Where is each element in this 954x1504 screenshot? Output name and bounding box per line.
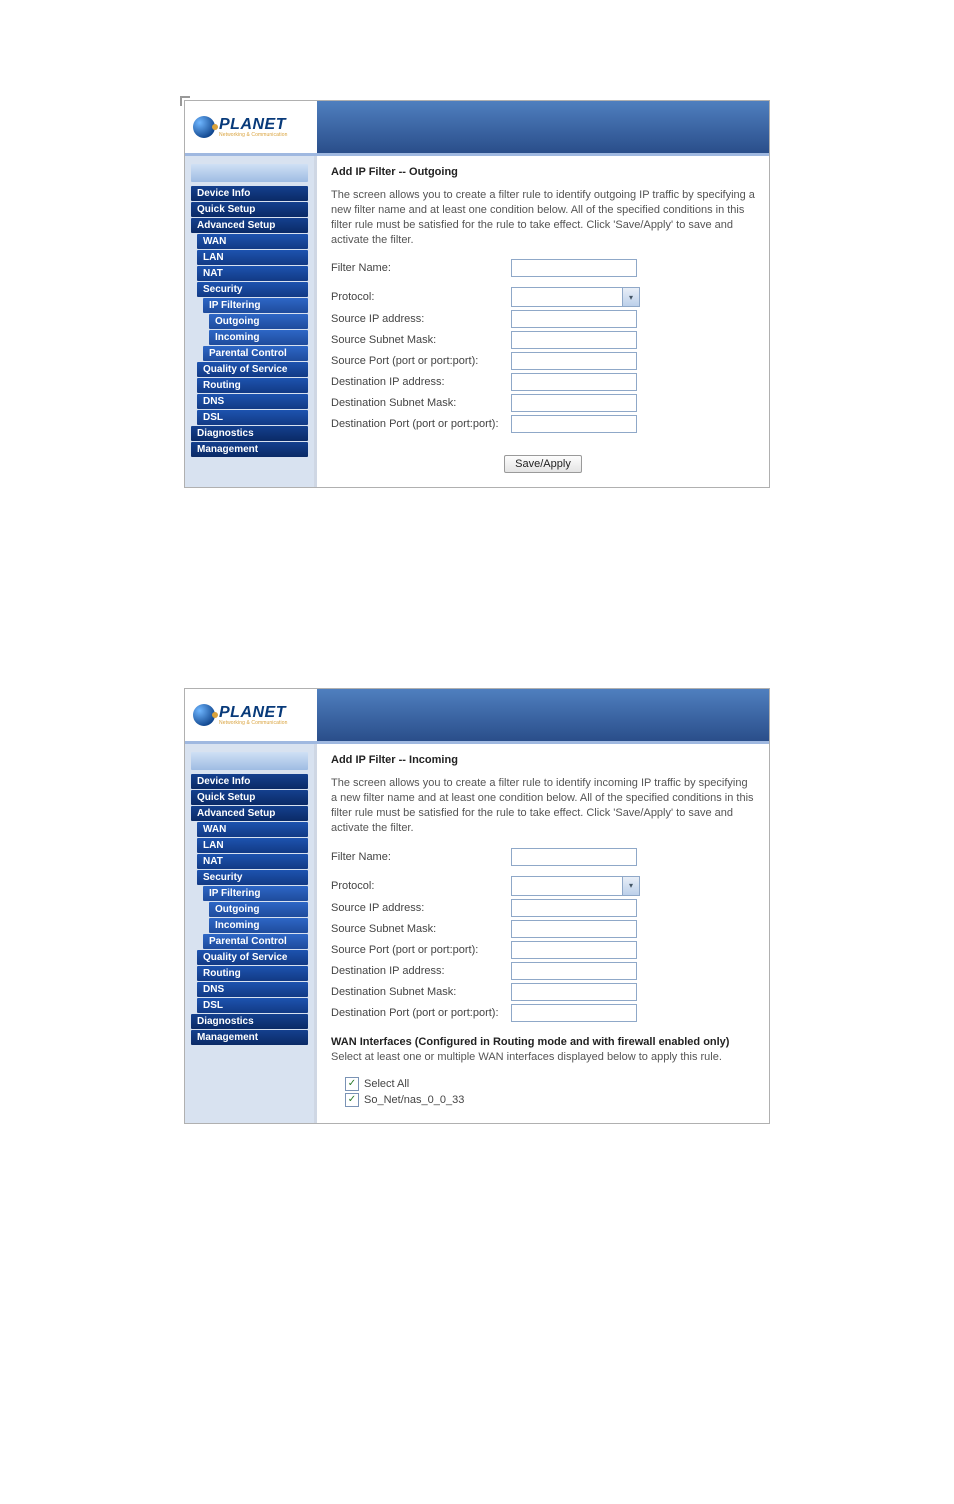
nav-security[interactable]: Security xyxy=(197,870,308,885)
nav-routing[interactable]: Routing xyxy=(197,378,308,393)
select-protocol[interactable] xyxy=(511,287,623,307)
wan-interfaces-sub: Select at least one or multiple WAN inte… xyxy=(331,1050,755,1065)
nav-ip-filtering[interactable]: IP Filtering xyxy=(203,886,308,901)
label-src-mask: Source Subnet Mask: xyxy=(331,334,511,346)
screenshot-incoming: PLANET Networking & Communication Device… xyxy=(184,688,770,1123)
nav-advanced-setup[interactable]: Advanced Setup xyxy=(191,218,308,233)
label-src-mask: Source Subnet Mask: xyxy=(331,923,511,935)
checkbox-select-all[interactable]: ✓ xyxy=(345,1077,359,1091)
nav-qos[interactable]: Quality of Service xyxy=(197,362,308,377)
label-src-ip: Source IP address: xyxy=(331,902,511,914)
logo: PLANET Networking & Communication xyxy=(185,689,317,741)
chevron-down-icon[interactable]: ▾ xyxy=(623,876,640,896)
nav-security[interactable]: Security xyxy=(197,282,308,297)
label-filter-name: Filter Name: xyxy=(331,262,511,274)
checkbox-interface[interactable]: ✓ xyxy=(345,1093,359,1107)
nav-advanced-setup[interactable]: Advanced Setup xyxy=(191,806,308,821)
label-src-ip: Source IP address: xyxy=(331,313,511,325)
input-src-mask[interactable] xyxy=(511,331,637,349)
nav-routing[interactable]: Routing xyxy=(197,966,308,981)
nav-qos[interactable]: Quality of Service xyxy=(197,950,308,965)
nav-management[interactable]: Management xyxy=(191,1030,308,1045)
nav-incoming[interactable]: Incoming xyxy=(209,918,308,933)
content-outgoing: Add IP Filter -- Outgoing The screen all… xyxy=(317,156,769,487)
input-dst-ip[interactable] xyxy=(511,962,637,980)
label-filter-name: Filter Name: xyxy=(331,851,511,863)
nav-dsl[interactable]: DSL xyxy=(197,998,308,1013)
nav-dns[interactable]: DNS xyxy=(197,394,308,409)
input-dst-ip[interactable] xyxy=(511,373,637,391)
nav-diagnostics[interactable]: Diagnostics xyxy=(191,426,308,441)
label-dst-mask: Destination Subnet Mask: xyxy=(331,397,511,409)
select-protocol[interactable] xyxy=(511,876,623,896)
label-dst-mask: Destination Subnet Mask: xyxy=(331,986,511,998)
logo-sub-text: Networking & Communication xyxy=(219,721,287,726)
input-filter-name[interactable] xyxy=(511,848,637,866)
nav-lan[interactable]: LAN xyxy=(197,838,308,853)
checkbox-select-all-label: Select All xyxy=(364,1078,409,1090)
input-src-mask[interactable] xyxy=(511,920,637,938)
label-protocol: Protocol: xyxy=(331,880,511,892)
input-src-port[interactable] xyxy=(511,941,637,959)
logo-sub-text: Networking & Communication xyxy=(219,133,287,138)
page-title: Add IP Filter -- Outgoing xyxy=(331,166,755,178)
sidebar: Device Info Quick Setup Advanced Setup W… xyxy=(185,744,317,1122)
nav-device-info[interactable]: Device Info xyxy=(191,186,308,201)
input-dst-port[interactable] xyxy=(511,1004,637,1022)
logo: PLANET Networking & Communication xyxy=(185,101,317,153)
checkbox-interface-label: So_Net/nas_0_0_33 xyxy=(364,1094,464,1106)
nav-incoming[interactable]: Incoming xyxy=(209,330,308,345)
nav-parental-control[interactable]: Parental Control xyxy=(203,346,308,361)
page-description: The screen allows you to create a filter… xyxy=(331,188,755,247)
sidebar-spacer xyxy=(191,752,308,770)
nav-wan[interactable]: WAN xyxy=(197,822,308,837)
nav-wan[interactable]: WAN xyxy=(197,234,308,249)
nav-management[interactable]: Management xyxy=(191,442,308,457)
nav-nat[interactable]: NAT xyxy=(197,266,308,281)
label-protocol: Protocol: xyxy=(331,291,511,303)
sidebar-spacer xyxy=(191,164,308,182)
logo-main-text: PLANET xyxy=(219,117,287,133)
nav-device-info[interactable]: Device Info xyxy=(191,774,308,789)
screenshot-outgoing: PLANET Networking & Communication Device… xyxy=(184,100,770,488)
nav-lan[interactable]: LAN xyxy=(197,250,308,265)
content-incoming: Add IP Filter -- Incoming The screen all… xyxy=(317,744,769,1122)
label-dst-port: Destination Port (port or port:port): xyxy=(331,1007,511,1019)
page-title: Add IP Filter -- Incoming xyxy=(331,754,755,766)
logo-globe-icon xyxy=(193,116,215,138)
nav-ip-filtering[interactable]: IP Filtering xyxy=(203,298,308,313)
nav-quick-setup[interactable]: Quick Setup xyxy=(191,790,308,805)
input-src-port[interactable] xyxy=(511,352,637,370)
label-dst-port: Destination Port (port or port:port): xyxy=(331,418,511,430)
nav-outgoing[interactable]: Outgoing xyxy=(209,314,308,329)
logo-globe-icon xyxy=(193,704,215,726)
logo-main-text: PLANET xyxy=(219,705,287,721)
label-src-port: Source Port (port or port:port): xyxy=(331,944,511,956)
save-apply-button[interactable]: Save/Apply xyxy=(504,455,582,473)
label-dst-ip: Destination IP address: xyxy=(331,376,511,388)
nav-diagnostics[interactable]: Diagnostics xyxy=(191,1014,308,1029)
label-src-port: Source Port (port or port:port): xyxy=(331,355,511,367)
input-src-ip[interactable] xyxy=(511,310,637,328)
label-dst-ip: Destination IP address: xyxy=(331,965,511,977)
top-banner: PLANET Networking & Communication xyxy=(185,689,769,744)
nav-dns[interactable]: DNS xyxy=(197,982,308,997)
nav-quick-setup[interactable]: Quick Setup xyxy=(191,202,308,217)
nav-parental-control[interactable]: Parental Control xyxy=(203,934,308,949)
nav-dsl[interactable]: DSL xyxy=(197,410,308,425)
top-banner: PLANET Networking & Communication xyxy=(185,101,769,156)
input-dst-mask[interactable] xyxy=(511,394,637,412)
sidebar: Device Info Quick Setup Advanced Setup W… xyxy=(185,156,317,487)
page-description: The screen allows you to create a filter… xyxy=(331,776,755,835)
input-dst-mask[interactable] xyxy=(511,983,637,1001)
input-dst-port[interactable] xyxy=(511,415,637,433)
input-src-ip[interactable] xyxy=(511,899,637,917)
input-filter-name[interactable] xyxy=(511,259,637,277)
chevron-down-icon[interactable]: ▾ xyxy=(623,287,640,307)
wan-interfaces-heading: WAN Interfaces (Configured in Routing mo… xyxy=(331,1036,755,1048)
nav-outgoing[interactable]: Outgoing xyxy=(209,902,308,917)
nav-nat[interactable]: NAT xyxy=(197,854,308,869)
